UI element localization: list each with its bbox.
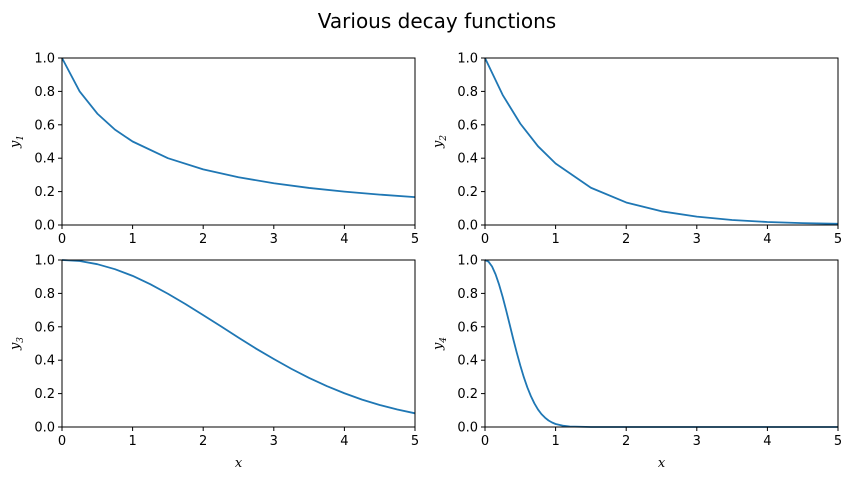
x-tick-label: 5 bbox=[411, 232, 419, 247]
x-tick-label: 5 bbox=[834, 434, 842, 449]
x-tick-label: 5 bbox=[834, 232, 842, 247]
x-tick-label: 0 bbox=[481, 232, 489, 247]
x-tick-label: 1 bbox=[551, 232, 559, 247]
y-tick-label: 0.4 bbox=[457, 152, 478, 167]
subplot-2: 0 1 2 3 4 5 0.0 0.2 0.4 0.6 0.8 1.0 y2 bbox=[431, 52, 842, 248]
y-axis-label: y1 bbox=[8, 135, 26, 149]
x-tick-label: 1 bbox=[128, 434, 136, 449]
axes-frame bbox=[484, 57, 839, 226]
y-tick-label: 1.0 bbox=[457, 52, 478, 67]
x-tick-label: 2 bbox=[622, 232, 630, 247]
y-tick-label: 0.2 bbox=[457, 185, 478, 200]
y-tick-label: 0.8 bbox=[34, 287, 55, 302]
y-tick-label: 0.4 bbox=[34, 354, 55, 369]
x-tick-label: 3 bbox=[693, 434, 701, 449]
y-tick-label: 1.0 bbox=[34, 254, 55, 269]
y-tick-label: 0.0 bbox=[34, 219, 55, 234]
y-tick-label: 0.2 bbox=[457, 387, 478, 402]
x-tick-label: 4 bbox=[763, 434, 771, 449]
x-tick-label: 0 bbox=[481, 434, 489, 449]
x-tick-label: 5 bbox=[411, 434, 419, 449]
y-tick-label: 0.8 bbox=[457, 85, 478, 100]
x-tick-label: 2 bbox=[199, 434, 207, 449]
y-tick-label: 0.6 bbox=[34, 118, 55, 133]
figure-title: Various decay functions bbox=[318, 9, 556, 33]
x-tick-label: 1 bbox=[128, 232, 136, 247]
y-tick-label: 1.0 bbox=[457, 254, 478, 269]
subplot-4: 0 1 2 3 4 5 0.0 0.2 0.4 0.6 0.8 1.0 y4 x bbox=[431, 254, 842, 472]
subplots: 0 1 2 3 4 5 0.0 0.2 0.4 0.6 0.8 1.0 y1 0 1 2 3 4 5 0.0 0.2 0.… bbox=[8, 52, 842, 472]
x-tick-label: 0 bbox=[58, 232, 66, 247]
axes-frame bbox=[61, 259, 416, 428]
x-axis-label: x bbox=[658, 456, 666, 471]
y-tick-label: 0.8 bbox=[457, 287, 478, 302]
y-tick-label: 0.0 bbox=[34, 421, 55, 436]
y-tick-label: 0.4 bbox=[457, 354, 478, 369]
x-tick-label: 4 bbox=[763, 232, 771, 247]
x-tick-label: 2 bbox=[622, 434, 630, 449]
subplot-1: 0 1 2 3 4 5 0.0 0.2 0.4 0.6 0.8 1.0 y1 bbox=[8, 52, 419, 248]
x-tick-label: 4 bbox=[340, 434, 348, 449]
x-tick-label: 3 bbox=[693, 232, 701, 247]
x-tick-label: 3 bbox=[270, 232, 278, 247]
axes-frame bbox=[61, 57, 416, 226]
y-tick-label: 1.0 bbox=[34, 52, 55, 67]
y-axis-label: y2 bbox=[431, 135, 449, 149]
y-tick-label: 0.8 bbox=[34, 85, 55, 100]
y-tick-label: 0.6 bbox=[457, 118, 478, 133]
x-tick-label: 1 bbox=[551, 434, 559, 449]
x-tick-label: 3 bbox=[270, 434, 278, 449]
axes-frame bbox=[484, 259, 839, 428]
x-tick-label: 2 bbox=[199, 232, 207, 247]
series-line-1 bbox=[61, 57, 416, 199]
y-axis-label: y3 bbox=[8, 337, 26, 351]
y-tick-label: 0.0 bbox=[457, 219, 478, 234]
y-axis-label: y4 bbox=[431, 337, 449, 351]
y-tick-label: 0.4 bbox=[34, 152, 55, 167]
series-line-3 bbox=[61, 259, 416, 415]
y-tick-label: 0.2 bbox=[34, 387, 55, 402]
y-tick-label: 0.6 bbox=[457, 320, 478, 335]
x-tick-label: 4 bbox=[340, 232, 348, 247]
x-axis-label: x bbox=[235, 456, 243, 471]
y-tick-label: 0.6 bbox=[34, 320, 55, 335]
series-line-2 bbox=[484, 57, 839, 225]
y-tick-label: 0.2 bbox=[34, 185, 55, 200]
subplot-3: 0 1 2 3 4 5 0.0 0.2 0.4 0.6 0.8 1.0 y3 x bbox=[8, 254, 419, 472]
y-tick-label: 0.0 bbox=[457, 421, 478, 436]
x-tick-label: 0 bbox=[58, 434, 66, 449]
